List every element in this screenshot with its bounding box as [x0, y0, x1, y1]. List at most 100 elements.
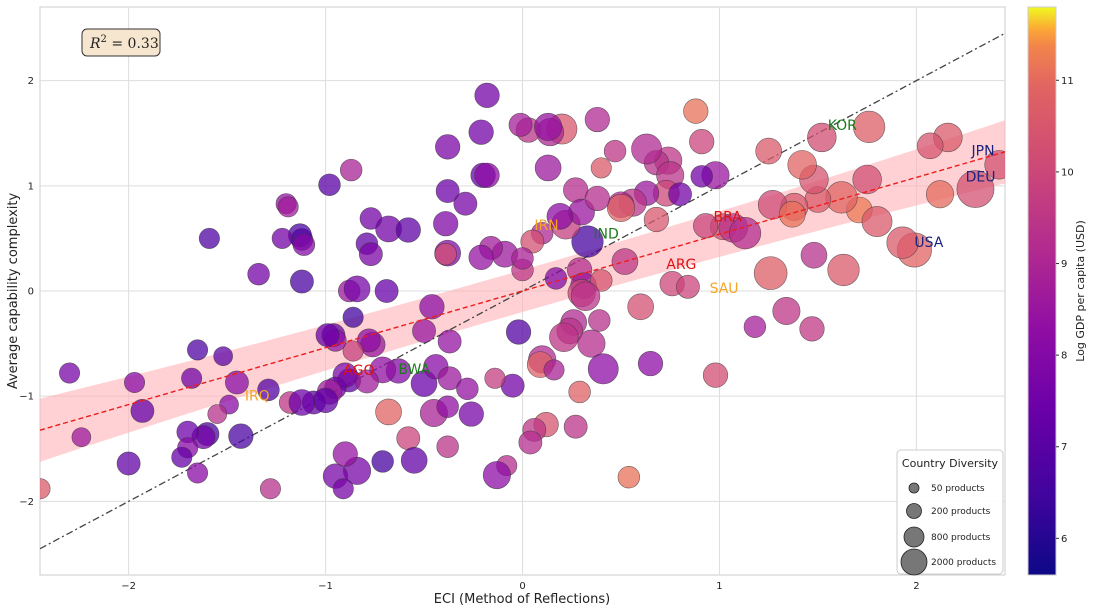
x-tick-label: 2: [913, 581, 919, 592]
x-axis-ticks: −2 −1 0 1 2: [121, 581, 919, 592]
colorbar-tick-label: 7: [1061, 442, 1067, 453]
data-point: [926, 180, 955, 209]
annotation-usa: USA: [914, 235, 943, 251]
data-point: [433, 211, 459, 237]
data-point: [371, 450, 394, 473]
colorbar-ticks: 6 7 8 9 10 11: [1056, 76, 1074, 545]
data-point: [676, 274, 700, 299]
identity-line: [40, 32, 1005, 550]
legend-label: 800 products: [931, 533, 991, 543]
data-point: [259, 478, 281, 500]
legend-marker: [900, 548, 928, 576]
data-point: [637, 350, 664, 377]
legend-label: 2000 products: [931, 558, 996, 568]
data-point: [435, 179, 460, 203]
data-point: [590, 157, 612, 179]
data-point: [755, 137, 782, 165]
data-point: [198, 227, 220, 249]
annotation-sau: SAU: [710, 281, 739, 297]
annotation-jpn: JPN: [971, 143, 995, 159]
data-point: [40, 478, 51, 500]
data-point: [668, 182, 692, 207]
data-point: [886, 226, 919, 259]
fit-line: [40, 151, 1005, 431]
data-points: [40, 82, 1005, 500]
legend-label: 50 products: [931, 484, 985, 494]
y-axis-ticks: −2 −1 0 1 2: [19, 76, 34, 508]
colorbar-tick-label: 6: [1061, 534, 1067, 545]
data-point: [584, 106, 610, 133]
y-tick-label: 2: [28, 76, 34, 87]
data-point: [435, 134, 461, 160]
data-point: [412, 319, 436, 343]
data-point: [171, 446, 193, 468]
colorbar-tick-label: 8: [1061, 351, 1067, 362]
data-point: [643, 206, 670, 233]
data-point: [916, 132, 944, 160]
data-point: [356, 328, 381, 353]
data-point: [543, 359, 565, 381]
data-point: [852, 164, 882, 195]
legend-label: 200 products: [931, 507, 991, 517]
data-point: [437, 329, 462, 354]
data-point: [71, 427, 92, 448]
data-point: [468, 244, 494, 270]
colorbar-tick-label: 11: [1061, 76, 1074, 87]
data-point: [563, 177, 589, 203]
data-point: [453, 191, 478, 216]
data-point: [505, 319, 532, 345]
colorbar-tick-label: 10: [1061, 167, 1074, 178]
colorbar-tick-label: 9: [1061, 259, 1067, 270]
data-point: [743, 315, 767, 338]
data-point: [984, 150, 1005, 180]
r-squared-box: R2 = 0.33: [81, 28, 161, 57]
data-point: [508, 112, 533, 137]
data-point: [484, 367, 506, 389]
data-point: [332, 441, 358, 467]
data-point: [627, 293, 654, 321]
y-axis-label: Average capability complexity: [6, 193, 21, 390]
data-point: [247, 262, 270, 286]
data-point: [375, 398, 402, 426]
data-point: [606, 193, 635, 222]
data-point: [544, 267, 568, 290]
r-squared-exp: 2: [101, 34, 107, 45]
data-point: [631, 133, 662, 165]
data-point: [315, 323, 340, 348]
r-squared-label: R2 = 0.33: [89, 34, 159, 52]
data-point: [332, 478, 354, 500]
x-tick-label: 1: [716, 581, 722, 592]
x-tick-label: −1: [318, 581, 333, 592]
data-point: [482, 461, 511, 490]
annotation-bwa: BWA: [398, 362, 430, 378]
grid-lines: [40, 7, 1005, 575]
data-point: [772, 296, 801, 325]
data-point: [518, 430, 543, 455]
data-point: [358, 242, 383, 267]
data-point: [683, 98, 709, 124]
data-point: [800, 241, 828, 269]
data-point: [827, 253, 860, 287]
data-point: [437, 366, 462, 391]
data-point: [577, 329, 606, 358]
y-tick-label: 1: [28, 181, 34, 192]
data-point: [571, 225, 604, 258]
data-point: [436, 435, 459, 458]
data-point: [436, 395, 459, 418]
data-point: [359, 207, 383, 230]
data-point: [468, 119, 494, 145]
annotation-arg: ARG: [666, 257, 696, 273]
annotation-kor: KOR: [828, 118, 857, 134]
data-point: [853, 110, 886, 144]
data-point: [400, 447, 428, 474]
data-point: [59, 362, 81, 384]
data-point: [474, 162, 500, 188]
data-point: [603, 139, 627, 163]
data-point: [690, 165, 713, 188]
data-point: [228, 423, 254, 449]
data-point: [807, 122, 837, 153]
legend-marker: [903, 526, 925, 548]
x-tick-label: −2: [121, 581, 136, 592]
data-point: [702, 362, 729, 388]
r-squared-value: = 0.33: [107, 36, 159, 52]
